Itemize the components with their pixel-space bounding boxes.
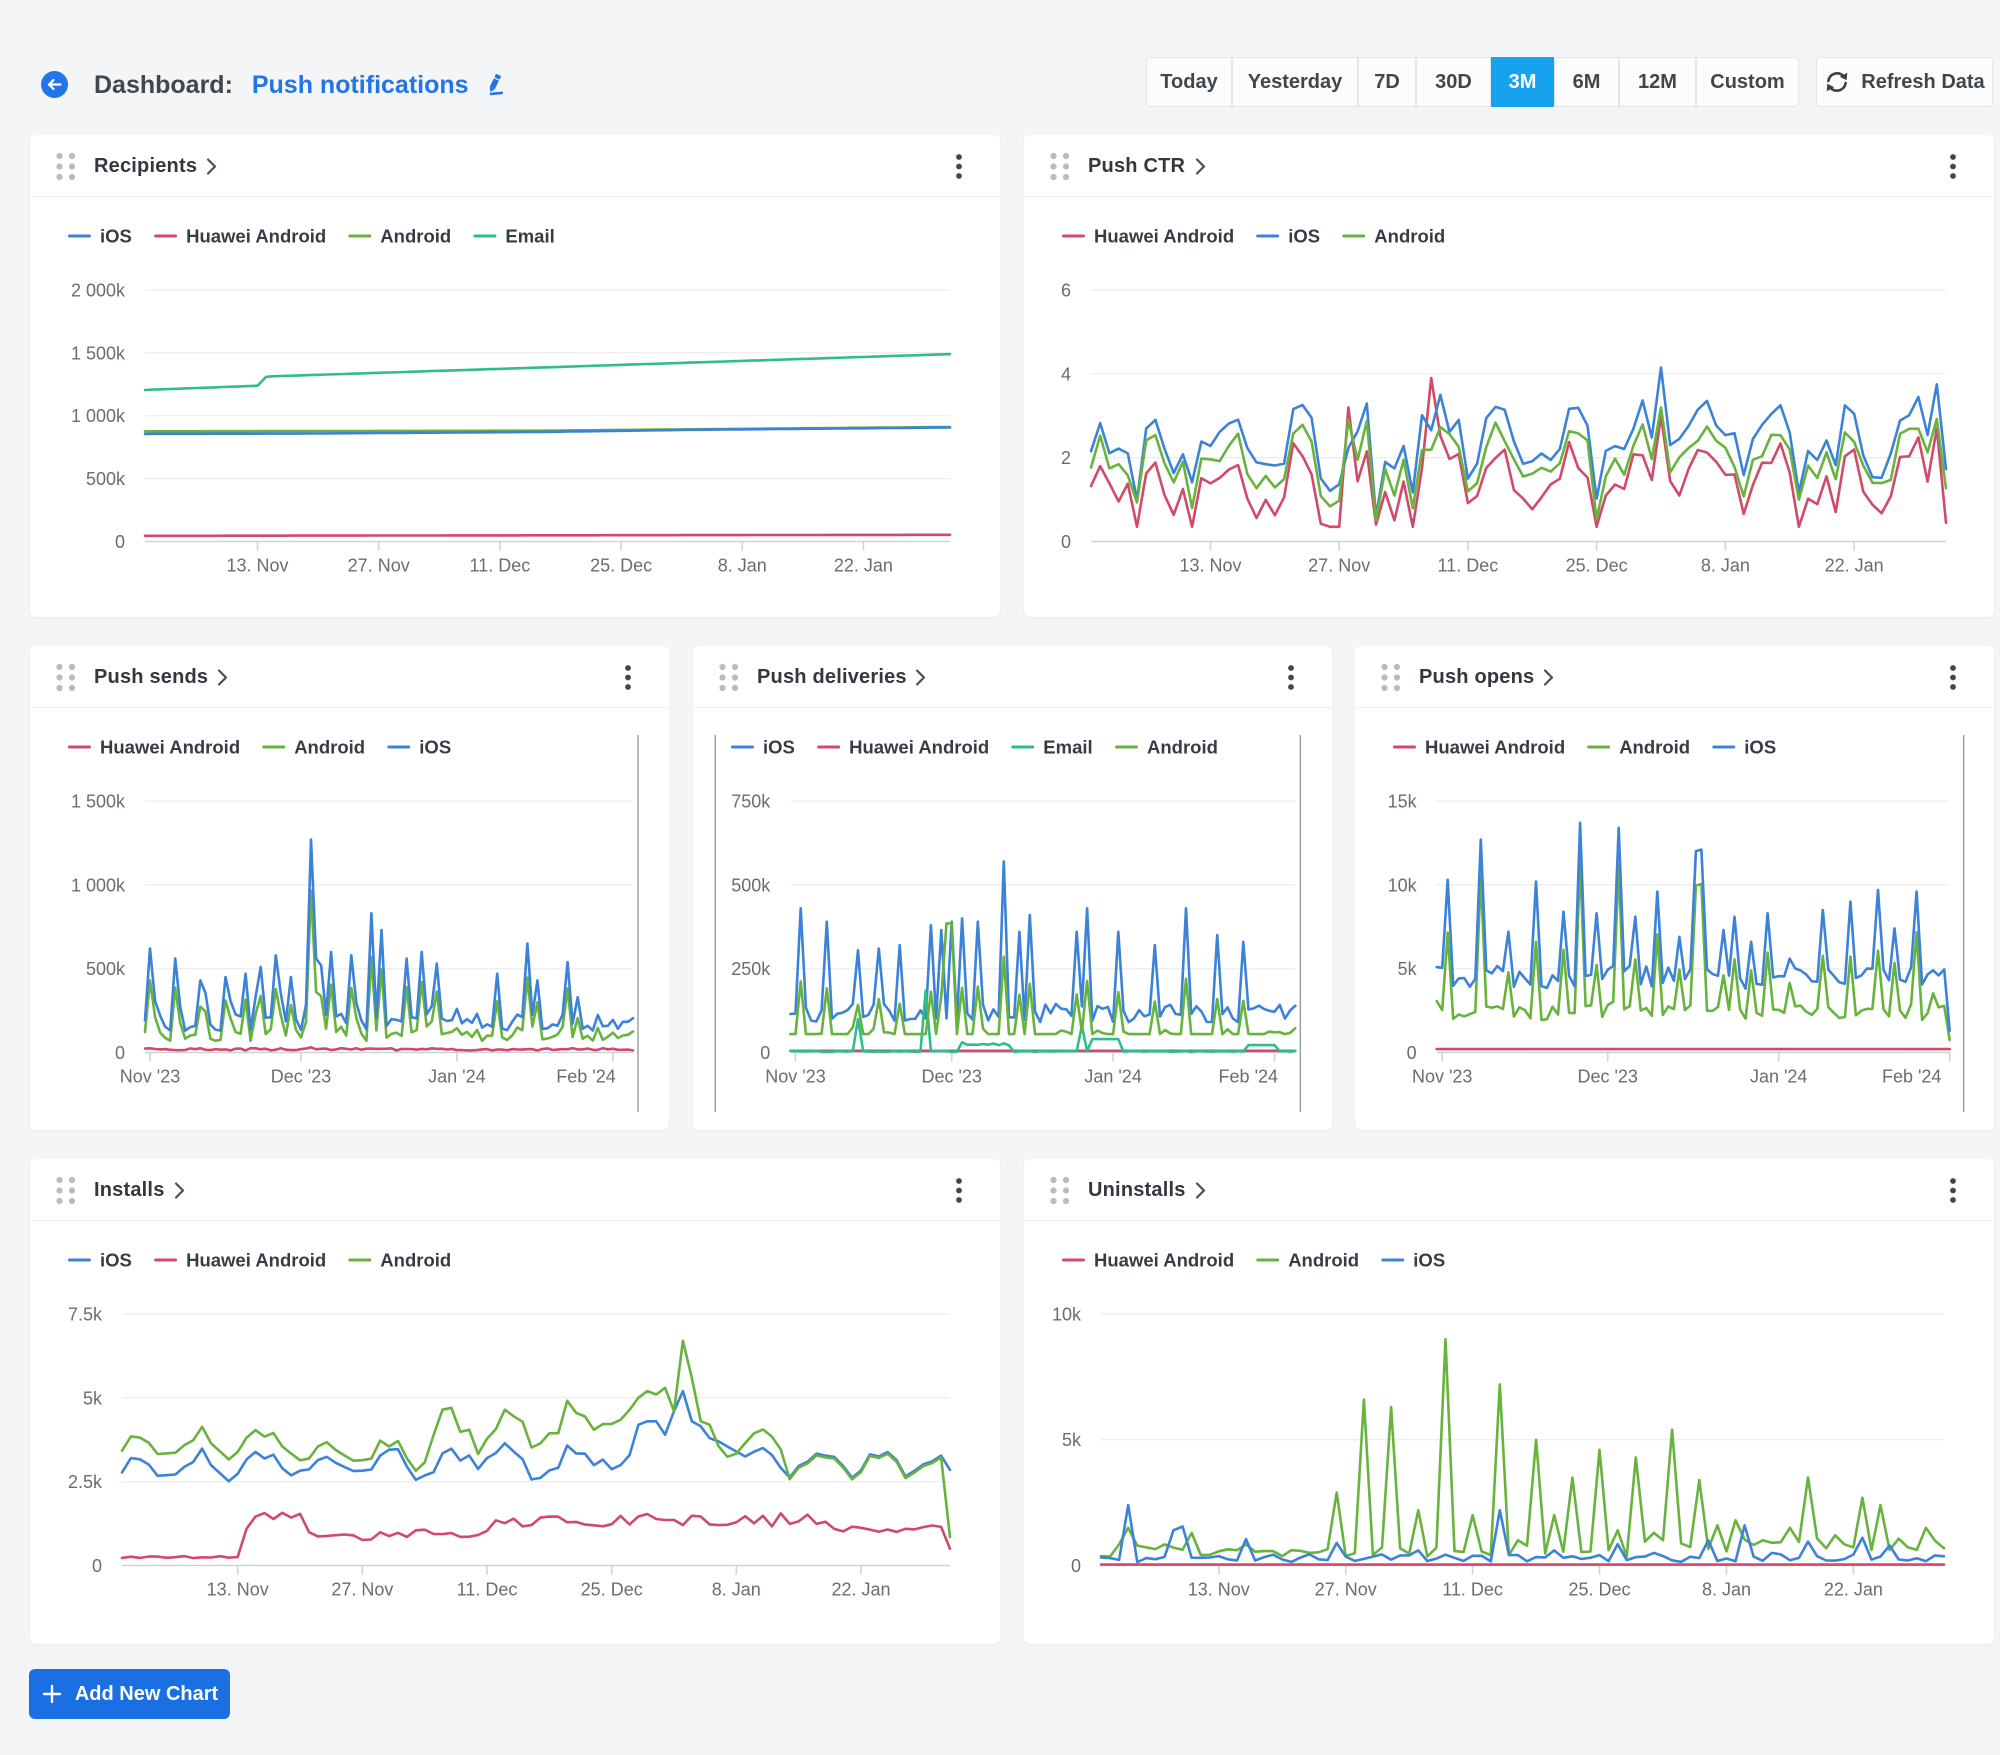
svg-text:2.5k: 2.5k (68, 1472, 103, 1492)
svg-text:13. Nov: 13. Nov (226, 556, 288, 576)
svg-text:0: 0 (1071, 1556, 1081, 1576)
svg-text:iOS: iOS (1288, 226, 1320, 247)
svg-text:250k: 250k (731, 959, 771, 979)
svg-text:Jan '24: Jan '24 (1084, 1067, 1141, 1087)
svg-text:Nov '23: Nov '23 (1412, 1067, 1472, 1087)
svg-text:Feb '24: Feb '24 (1882, 1067, 1941, 1087)
svg-text:11. Dec: 11. Dec (470, 556, 531, 576)
svg-text:27. Nov: 27. Nov (1315, 1580, 1377, 1600)
svg-text:Android: Android (1288, 1250, 1359, 1271)
svg-text:500k: 500k (86, 469, 126, 489)
svg-text:6: 6 (1061, 281, 1071, 301)
svg-text:Huawei Android: Huawei Android (1425, 737, 1565, 758)
svg-text:Feb '24: Feb '24 (556, 1067, 615, 1087)
svg-text:Android: Android (1619, 737, 1690, 758)
svg-text:0: 0 (1407, 1043, 1417, 1063)
svg-text:Dec '23: Dec '23 (1577, 1067, 1637, 1087)
svg-text:Dec '23: Dec '23 (921, 1067, 981, 1087)
svg-text:8. Jan: 8. Jan (718, 556, 767, 576)
svg-text:Android: Android (1374, 226, 1445, 247)
svg-text:500k: 500k (86, 959, 126, 979)
svg-text:22. Jan: 22. Jan (831, 1580, 890, 1600)
svg-text:Nov '23: Nov '23 (765, 1067, 825, 1087)
svg-text:iOS: iOS (100, 1250, 132, 1271)
svg-text:Huawei Android: Huawei Android (1094, 226, 1234, 247)
svg-text:22. Jan: 22. Jan (1825, 556, 1884, 576)
svg-text:Huawei Android: Huawei Android (186, 1250, 326, 1271)
svg-text:0: 0 (1061, 532, 1071, 552)
svg-text:0: 0 (115, 1043, 125, 1063)
svg-text:27. Nov: 27. Nov (1308, 556, 1370, 576)
svg-text:Jan '24: Jan '24 (428, 1067, 485, 1087)
svg-text:0: 0 (115, 532, 125, 552)
svg-text:5k: 5k (1398, 959, 1418, 979)
svg-text:8. Jan: 8. Jan (1701, 556, 1750, 576)
svg-text:25. Dec: 25. Dec (1566, 556, 1628, 576)
svg-text:Huawei Android: Huawei Android (100, 737, 240, 758)
svg-text:Jan '24: Jan '24 (1750, 1067, 1807, 1087)
svg-text:11. Dec: 11. Dec (1438, 556, 1499, 576)
svg-text:4: 4 (1061, 364, 1071, 384)
svg-text:5k: 5k (83, 1388, 103, 1408)
svg-text:5k: 5k (1062, 1430, 1082, 1450)
svg-text:2 000k: 2 000k (71, 281, 126, 301)
svg-text:13. Nov: 13. Nov (1179, 556, 1241, 576)
svg-text:iOS: iOS (419, 737, 451, 758)
svg-text:Android: Android (1147, 737, 1218, 758)
svg-text:22. Jan: 22. Jan (834, 556, 893, 576)
svg-text:Android: Android (294, 737, 365, 758)
svg-text:iOS: iOS (1744, 737, 1776, 758)
svg-text:500k: 500k (731, 875, 771, 895)
svg-text:Huawei Android: Huawei Android (849, 737, 989, 758)
svg-text:0: 0 (760, 1043, 770, 1063)
svg-text:Huawei Android: Huawei Android (1094, 1250, 1234, 1271)
svg-text:27. Nov: 27. Nov (331, 1580, 393, 1600)
svg-text:Huawei Android: Huawei Android (186, 226, 326, 247)
svg-text:Dec '23: Dec '23 (271, 1067, 331, 1087)
svg-text:1 000k: 1 000k (71, 875, 126, 895)
svg-text:1 000k: 1 000k (71, 406, 126, 426)
svg-text:25. Dec: 25. Dec (581, 1580, 643, 1600)
svg-text:8. Jan: 8. Jan (1702, 1580, 1751, 1600)
svg-text:10k: 10k (1052, 1305, 1082, 1325)
svg-text:Android: Android (380, 1250, 451, 1271)
svg-text:Nov '23: Nov '23 (120, 1067, 180, 1087)
svg-text:11. Dec: 11. Dec (1442, 1580, 1503, 1600)
svg-text:25. Dec: 25. Dec (590, 556, 652, 576)
svg-text:Android: Android (380, 226, 451, 247)
svg-text:1 500k: 1 500k (71, 343, 126, 363)
svg-text:0: 0 (92, 1556, 102, 1576)
svg-text:13. Nov: 13. Nov (1188, 1580, 1250, 1600)
svg-text:13. Nov: 13. Nov (207, 1580, 269, 1600)
svg-text:iOS: iOS (1413, 1250, 1445, 1271)
svg-text:Email: Email (1043, 737, 1092, 758)
svg-text:iOS: iOS (100, 226, 132, 247)
svg-text:Feb '24: Feb '24 (1219, 1067, 1278, 1087)
svg-text:22. Jan: 22. Jan (1824, 1580, 1883, 1600)
svg-text:iOS: iOS (763, 737, 795, 758)
svg-text:750k: 750k (731, 792, 771, 812)
svg-text:25. Dec: 25. Dec (1568, 1580, 1630, 1600)
svg-text:11. Dec: 11. Dec (457, 1580, 518, 1600)
svg-text:8. Jan: 8. Jan (712, 1580, 761, 1600)
svg-text:15k: 15k (1388, 792, 1418, 812)
svg-text:27. Nov: 27. Nov (348, 556, 410, 576)
svg-text:7.5k: 7.5k (68, 1305, 103, 1325)
svg-text:Email: Email (505, 226, 554, 247)
svg-text:2: 2 (1061, 448, 1071, 468)
svg-text:1 500k: 1 500k (71, 792, 126, 812)
svg-text:10k: 10k (1388, 875, 1418, 895)
